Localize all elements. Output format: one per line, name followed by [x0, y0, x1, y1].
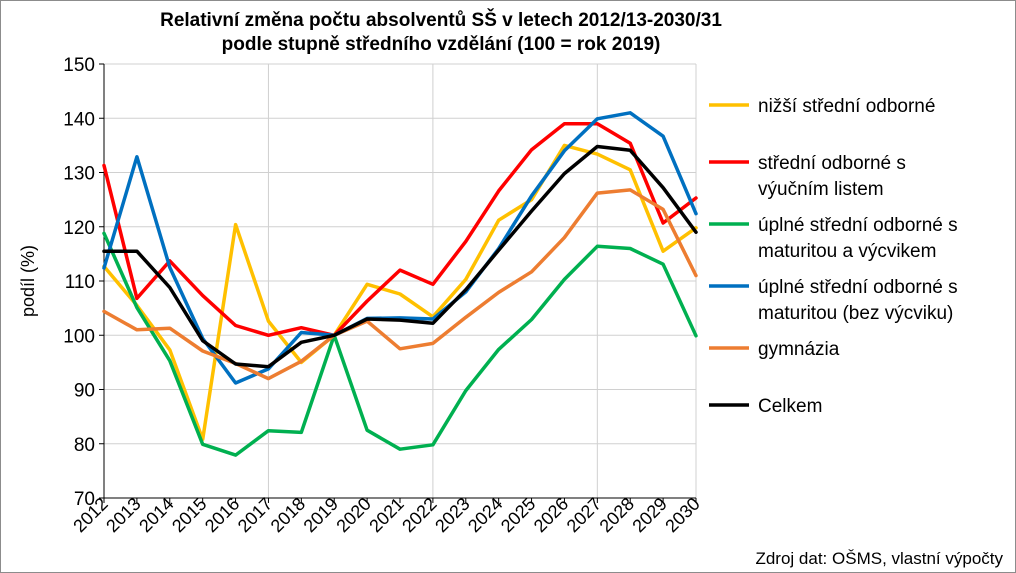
x-tick-label: 2021 — [365, 494, 407, 536]
x-tick-label: 2028 — [596, 494, 638, 536]
legend-label: výučním listem — [758, 179, 884, 200]
legend: nižší střední odborné střední odborné s vý… — [709, 96, 958, 417]
x-tick-label: 2027 — [563, 494, 605, 536]
y-tick-label: 80 — [74, 435, 95, 456]
x-tick-label: 2023 — [431, 494, 473, 536]
gridlines — [103, 63, 697, 499]
y-tick-label: 70 — [74, 489, 95, 510]
y-tick-label: 110 — [65, 272, 95, 293]
y-tick-label: 140 — [63, 109, 95, 130]
series-lines — [102, 111, 698, 457]
legend-entry-2: úplné střední odborné s maturitou a výcvi… — [709, 215, 958, 262]
x-axis-ticks: 2012201320142015201620172018201920202021… — [69, 494, 703, 536]
x-tick-label: 2020 — [332, 494, 374, 536]
legend-entry-4: gymnázia — [709, 339, 840, 360]
legend-entry-0: nižší střední odborné — [709, 96, 935, 117]
series-line-5 — [102, 144, 698, 369]
y-axis-label: podíl (%) — [18, 245, 38, 317]
x-tick-label: 2026 — [530, 494, 572, 536]
legend-label: gymnázia — [758, 339, 840, 360]
legend-label: úplné střední odborné s — [758, 277, 958, 298]
y-tick-label: 100 — [63, 326, 95, 347]
series-line-0 — [102, 143, 698, 442]
x-tick-label: 2014 — [135, 494, 177, 536]
series-line-1 — [102, 121, 698, 338]
series-line-4 — [102, 188, 698, 381]
x-tick-label: 2024 — [464, 494, 506, 536]
y-tick-label: 90 — [74, 381, 95, 402]
x-tick-label: 2018 — [267, 494, 309, 536]
legend-label: maturitou a výcvikem — [758, 241, 936, 262]
legend-label: úplné střední odborné s — [758, 215, 958, 236]
x-tick-label: 2016 — [201, 494, 243, 536]
legend-label: nižší střední odborné — [758, 96, 935, 117]
source-note: Zdroj dat: OŠMS, vlastní výpočty — [755, 549, 1003, 568]
x-tick-label: 2015 — [168, 494, 210, 536]
x-tick-label: 2019 — [300, 494, 342, 536]
x-tick-label: 2030 — [661, 494, 703, 536]
x-tick-label: 2022 — [398, 494, 440, 536]
legend-label: maturitou (bez výcviku) — [758, 303, 953, 324]
y-tick-label: 150 — [63, 55, 95, 76]
legend-label: Celkem — [758, 396, 822, 417]
y-tick-label: 120 — [63, 218, 95, 239]
legend-label: střední odborné s — [758, 153, 906, 174]
x-tick-label: 2017 — [234, 494, 276, 536]
chart-title-line2: podle stupně středního vzdělání (100 = r… — [222, 34, 661, 55]
x-tick-label: 2013 — [102, 494, 144, 536]
y-tick-label: 130 — [63, 164, 95, 185]
chart-title-line1: Relativní změna počtu absolventů SŠ v le… — [160, 9, 722, 31]
legend-entry-3: úplné střední odborné s maturitou (bez vý… — [709, 277, 958, 324]
x-tick-label: 2029 — [628, 494, 670, 536]
x-tick-label: 2025 — [497, 494, 539, 536]
y-axis-ticks: 70 80 90 100 110 120 130 140 150 — [63, 55, 104, 510]
series-line-2 — [102, 231, 698, 457]
legend-entry-1: střední odborné s výučním listem — [709, 153, 906, 200]
legend-entry-5: Celkem — [709, 396, 822, 417]
